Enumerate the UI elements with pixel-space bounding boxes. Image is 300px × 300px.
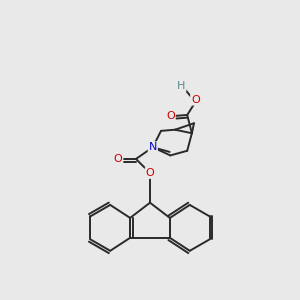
- Text: O: O: [191, 95, 200, 105]
- Text: O: O: [146, 168, 154, 178]
- Text: N: N: [148, 142, 157, 152]
- Text: O: O: [166, 111, 175, 121]
- Text: O: O: [114, 154, 122, 164]
- Text: H: H: [177, 81, 185, 91]
